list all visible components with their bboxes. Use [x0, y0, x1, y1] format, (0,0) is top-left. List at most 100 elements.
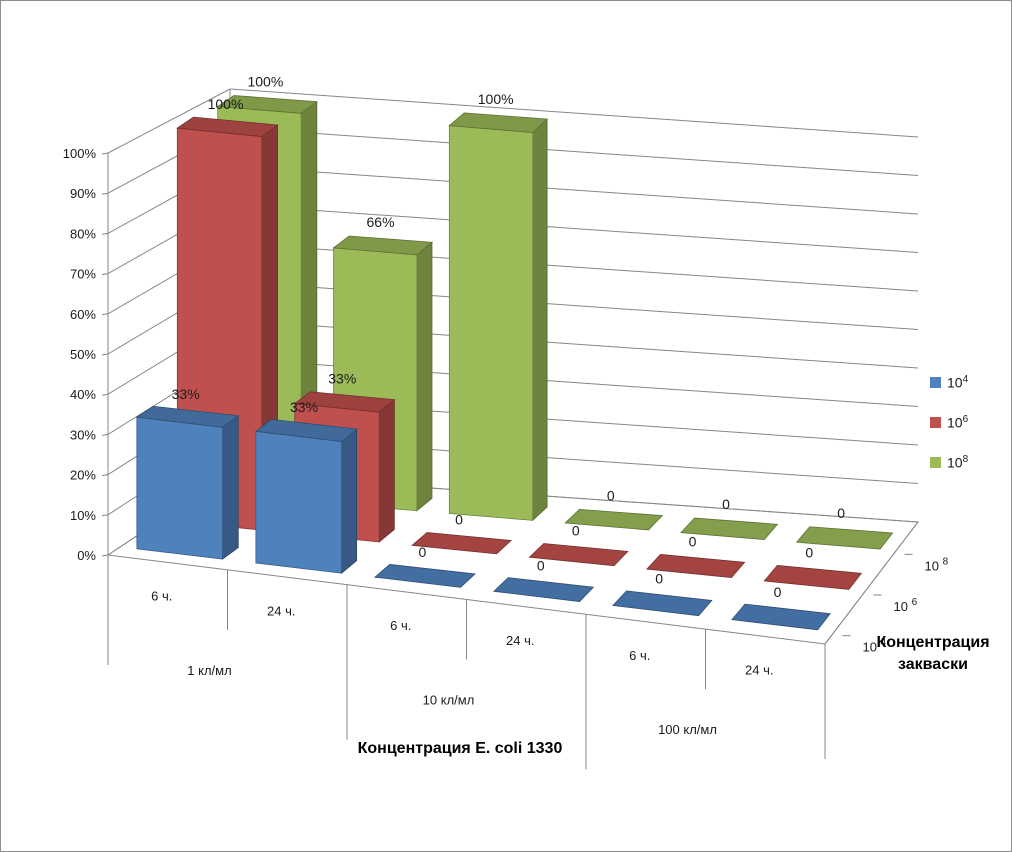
y-tick-label: 10% — [70, 508, 96, 523]
x-axis: 6 ч. 24 ч. 6 ч. 24 ч. 6 ч. 24 ч. 1 кл/мл 10 кл/… — [107, 555, 826, 770]
y-tick-mark — [101, 433, 109, 436]
bar-side-face — [341, 428, 358, 575]
legend-label: 106 — [947, 413, 969, 431]
x-group-label: 100 кл/мл — [658, 722, 717, 737]
y-tick-label: 80% — [70, 226, 96, 241]
bar-top-face — [254, 419, 358, 442]
y-tick-mark — [101, 232, 109, 235]
x-category-label: 24 ч. — [506, 633, 534, 648]
y-tick-label: 50% — [70, 347, 96, 362]
bar — [254, 419, 358, 575]
data-label: 0 — [837, 505, 845, 521]
data-label: 100% — [247, 74, 283, 90]
x-category-label: 6 ч. — [390, 618, 411, 633]
bar — [763, 565, 863, 590]
bar-side-face — [222, 414, 239, 560]
bar-top-face — [448, 112, 549, 133]
x-axis-title: Концентрация E. coli 1330 — [357, 740, 563, 757]
legend-swatch — [930, 456, 941, 468]
y-axis-tick-labels: 0% 10% 20% 30% 40% 50% 60% 70% 80% 90% 100% — [63, 146, 97, 563]
bar-top-face — [216, 95, 318, 114]
y-tick-label: 40% — [70, 387, 96, 402]
x-category-label: 6 ч. — [629, 648, 650, 663]
bar-zero-face — [612, 590, 713, 617]
x-category-label: 24 ч. — [745, 663, 773, 678]
data-label: 0 — [455, 512, 463, 528]
x-group-label: 10 кл/мл — [423, 693, 475, 708]
bar-top-face — [176, 116, 279, 138]
x-group-label: 1 кл/мл — [187, 663, 231, 678]
y-tick-mark — [101, 514, 109, 517]
bar-zero-face — [528, 543, 629, 567]
bar-zero-face — [680, 517, 779, 540]
legend-swatch — [930, 416, 941, 428]
bar-zero-face — [564, 508, 664, 531]
x-category-label: 6 ч. — [151, 588, 172, 603]
legend-label: 104 — [947, 373, 969, 391]
y-tick-label: 100% — [63, 146, 97, 161]
bar-zero-face — [646, 554, 746, 579]
bar-zero-face — [411, 532, 512, 555]
bar — [731, 603, 831, 631]
back-wall-gridline — [229, 204, 919, 253]
data-label: 0 — [418, 544, 426, 560]
y-tick-label: 0% — [77, 548, 96, 563]
data-label: 33% — [290, 399, 318, 415]
bar — [448, 112, 549, 522]
data-label: 0 — [655, 571, 663, 587]
y-tick-label: 70% — [70, 267, 96, 282]
bars — [135, 95, 894, 631]
data-labels: 100% 66% 100% 0 0 0 100% 33% 0 0 0 0 33% 33% 0 0 0 0 — [172, 74, 846, 600]
data-label: 0 — [722, 496, 730, 512]
y-tick-mark — [101, 393, 109, 396]
legend-item: 106 — [930, 412, 968, 432]
bar-zero-face — [795, 526, 894, 550]
bar-top-face — [332, 235, 433, 256]
bar — [135, 405, 240, 560]
depth-axis-line — [824, 521, 919, 645]
back-wall-gridline — [229, 88, 919, 138]
legend-item: 108 — [930, 452, 968, 472]
y-tick-label: 90% — [70, 186, 96, 201]
data-label: 0 — [572, 522, 580, 538]
data-label: 0 — [689, 533, 697, 549]
y-tick-mark — [101, 353, 109, 356]
bar — [646, 554, 746, 579]
bar-zero-face — [373, 564, 476, 588]
bar-side-face — [416, 241, 433, 512]
bar-top-face — [135, 405, 240, 428]
bar — [564, 508, 664, 531]
bar-zero-face — [493, 577, 595, 602]
data-label: 0 — [774, 584, 782, 600]
side-wall-gridline — [107, 88, 231, 154]
back-wall-gridline — [229, 127, 919, 176]
legend-swatch — [930, 376, 941, 388]
bar — [612, 590, 713, 617]
bar-side-face — [532, 118, 548, 522]
data-label: 100% — [208, 96, 244, 112]
y-tick-mark — [101, 192, 109, 195]
data-label: 33% — [328, 371, 356, 387]
x-category-label: 24 ч. — [267, 603, 295, 618]
data-label: 33% — [172, 386, 200, 402]
data-label: 0 — [607, 487, 615, 503]
bar — [528, 543, 629, 567]
bar — [680, 517, 779, 540]
depth-axis-title-line-2: закваски — [898, 656, 968, 673]
bar — [493, 577, 595, 602]
depth-axis-label: 10 8 — [925, 556, 949, 573]
y-tick-label: 20% — [70, 468, 96, 483]
bar-front-face — [448, 125, 534, 521]
bar — [795, 526, 894, 550]
data-label: 100% — [478, 91, 514, 107]
depth-axis-title-line-1: Концентрация — [876, 634, 990, 651]
bar-front-face — [136, 416, 223, 560]
back-wall-gridline — [229, 165, 919, 215]
data-label: 66% — [367, 214, 395, 230]
y-tick-label: 60% — [70, 307, 96, 322]
depth-axis-title: Концентрация закваски — [848, 632, 1012, 676]
y-tick-mark — [101, 474, 109, 477]
data-label: 0 — [537, 557, 545, 573]
y-tick-label: 30% — [70, 427, 96, 442]
